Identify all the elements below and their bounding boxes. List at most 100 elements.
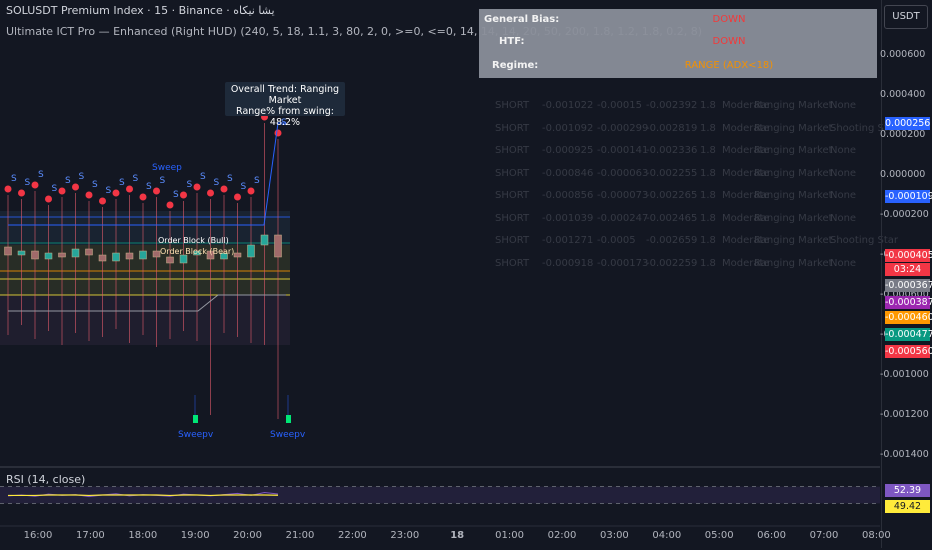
candle-body: [17, 250, 26, 256]
table-cell: SHORT: [495, 257, 530, 269]
time-tick-label: 04:00: [652, 530, 682, 541]
table-cell: Moderate: [722, 145, 770, 156]
price-badge: 0.000256: [885, 116, 931, 130]
swing-marker-label: S: [65, 176, 71, 186]
candle-body: [260, 234, 269, 246]
table-cell: -0.0005: [597, 235, 636, 246]
table-cell: 1.8: [700, 235, 716, 246]
order-block-bear-label: Order Block (Bear): [160, 247, 235, 256]
candle-body: [233, 252, 242, 258]
discount-zone: [0, 295, 290, 345]
sweep-flag-icon: [193, 415, 198, 423]
swing-high-dot: [247, 187, 255, 195]
price-tick-label: 0.000200: [880, 129, 926, 140]
table-row: SHORT -0.000925 -0.000141 -0.002336 1.8 Moder…: [490, 145, 870, 161]
table-cell: SHORT: [495, 190, 530, 201]
time-tick-label: 01:00: [495, 530, 525, 541]
time-tick-label: 17:00: [75, 530, 105, 541]
price-tick-label: -0.001400: [880, 449, 929, 460]
swing-high-dot: [180, 191, 187, 199]
swing-marker-label: S: [133, 174, 139, 184]
swing-high-dot: [58, 187, 66, 195]
swing-marker-label: S: [119, 178, 125, 188]
table-cell: -0.000141: [597, 145, 649, 156]
price-badge: -0.000477: [885, 328, 932, 341]
table-row: SHORT -0.001022 -0.00015 -0.002392 1.8 Modera…: [490, 100, 870, 116]
table-cell: Shooting Star: [830, 122, 898, 134]
price-tick-label: 0.000600: [880, 49, 926, 60]
swing-high-dot: [72, 183, 79, 191]
table-cell: Ranging Market: [754, 212, 833, 224]
range-line: Range% from swing: 48.2%: [236, 106, 334, 128]
price-badge: -0.000560: [885, 345, 932, 358]
table-cell: SHORT: [495, 235, 530, 246]
table-cell: -0.002265: [646, 190, 698, 201]
table-cell: -0.002465: [646, 212, 698, 224]
table-cell: Moderate: [722, 167, 770, 179]
swing-high-dot: [139, 193, 147, 201]
table-row: SHORT -0.001039 -0.000247 -0.002465 1.8 Moder…: [490, 213, 870, 229]
table-cell: -0.002336: [646, 145, 698, 156]
table-row: SHORT -0.000918 -0.000173 -0.002259 1.8 Moder…: [490, 258, 870, 274]
swing-marker-label: S: [241, 182, 247, 192]
hud-panel: General Bias: DOWN HTF: DOWN Regime: RAN…: [479, 9, 877, 78]
table-cell: -0.00015: [597, 100, 642, 111]
table-cell: Moderate: [722, 212, 770, 224]
table-cell: Ranging Market: [754, 100, 833, 111]
swing-high-dot: [220, 185, 228, 193]
candle-body: [166, 256, 174, 264]
rsi-value-badge: 52.39: [885, 484, 930, 497]
swing-marker-label: S: [52, 184, 58, 194]
table-cell: -0.002659: [646, 235, 698, 246]
symbol-title[interactable]: SOLUSDT Premium Index · 15 · Binance · ي…: [6, 4, 275, 17]
currency-button[interactable]: USDT: [884, 5, 928, 29]
candle-body: [179, 254, 188, 264]
swing-marker-label: S: [92, 180, 98, 190]
table-cell: None: [830, 212, 857, 224]
swing-marker-label: S: [254, 176, 260, 186]
time-tick-label: 06:00: [757, 530, 787, 541]
table-cell: -0.000063: [597, 167, 649, 179]
swing-high-dot: [4, 185, 12, 193]
time-tick-label: 19:00: [180, 530, 210, 541]
hud-value: DOWN: [712, 14, 746, 25]
table-cell: -0.000918: [542, 257, 594, 269]
price-tick-label: -0.001000: [880, 369, 929, 380]
time-tick-label: 22:00: [337, 530, 367, 541]
rsi-label[interactable]: RSI (14, close): [6, 473, 86, 486]
candle-body: [152, 250, 161, 258]
table-cell: 1.8: [700, 100, 716, 111]
candle-body: [206, 250, 215, 260]
swing-marker-label: S: [200, 172, 206, 182]
table-cell: -0.002392: [646, 100, 698, 111]
candle-body: [71, 248, 80, 258]
price-tick-label: 0.000400: [880, 89, 926, 100]
table-cell: -0.001092: [542, 122, 594, 134]
hud-value: DOWN: [712, 36, 746, 47]
table-cell: Moderate: [722, 190, 770, 201]
swing-marker-label: S: [11, 174, 17, 184]
swing-marker-label: S: [146, 182, 152, 192]
table-row: SHORT -0.001271 -0.0005 -0.002659 1.8 Moderat…: [490, 235, 898, 251]
swing-high-dot: [207, 189, 214, 197]
table-cell: 1.8: [700, 190, 716, 201]
swing-marker-label: S: [25, 178, 31, 188]
price-badge: 03:24: [885, 263, 930, 276]
time-tick-label: 21:00: [285, 530, 315, 541]
swing-marker-label: S: [214, 178, 220, 188]
premium-zone: [0, 211, 290, 245]
time-tick-label: 18:00: [128, 530, 158, 541]
table-cell: None: [830, 257, 857, 269]
swing-marker-label: S: [227, 174, 233, 184]
table-cell: 1.8: [700, 145, 716, 156]
table-cell: SHORT: [495, 100, 530, 111]
price-axis[interactable]: [881, 0, 932, 548]
candle-body: [31, 250, 39, 260]
table-cell: Ranging Market: [754, 145, 833, 156]
hud-key: Regime:: [492, 60, 539, 71]
table-cell: -0.000925: [542, 145, 594, 156]
swing-marker-label: S: [38, 170, 44, 180]
swing-high-dot: [126, 185, 133, 193]
table-cell: None: [830, 100, 857, 111]
